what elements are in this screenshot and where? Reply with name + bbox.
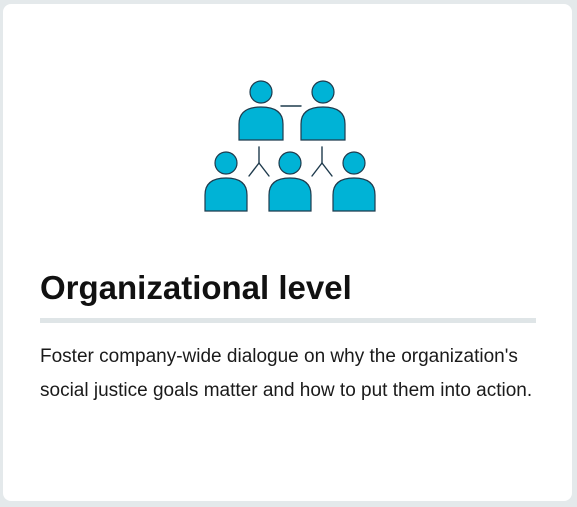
card-description: Foster company-wide dialogue on why the …: [40, 346, 533, 401]
info-card: Organizational level Foster company-wide…: [3, 4, 572, 501]
divider: [40, 318, 536, 323]
card-title: Organizational level: [40, 269, 352, 306]
organization-hierarchy-icon: [201, 74, 381, 214]
